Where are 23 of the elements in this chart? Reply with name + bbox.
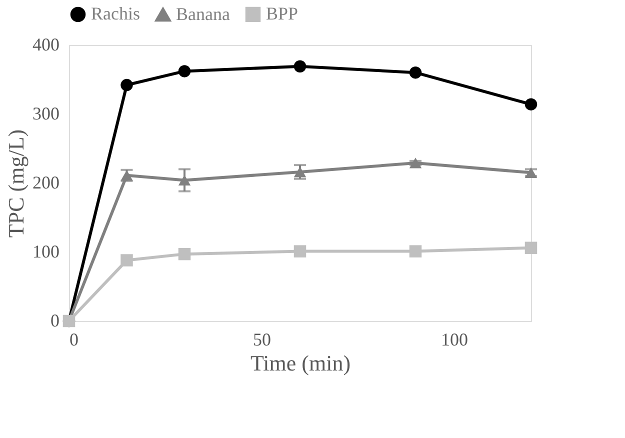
point xyxy=(178,65,191,78)
legend-label: Banana xyxy=(176,4,230,24)
point xyxy=(524,98,538,110)
point xyxy=(409,245,422,258)
point xyxy=(294,60,306,72)
y-tick-label: 400 xyxy=(32,34,60,54)
y-tick-label: 300 xyxy=(32,104,60,124)
legend-label: Rachis xyxy=(91,3,140,24)
x-axis-title: Time (min) xyxy=(250,350,351,376)
y-tick-label: 0 xyxy=(50,310,60,330)
point xyxy=(120,254,133,266)
point xyxy=(524,242,538,254)
x-tick-label: 0 xyxy=(70,330,78,350)
legend-label: BPP xyxy=(266,3,298,24)
point xyxy=(178,248,191,260)
point xyxy=(409,66,422,79)
x-tick-label: 100 xyxy=(441,330,468,350)
y-axis-title: TPC (mg/L) xyxy=(4,129,28,238)
point xyxy=(120,78,133,92)
x-tick-label: 50 xyxy=(253,330,271,350)
point xyxy=(294,245,306,258)
y-tick-label: 100 xyxy=(32,242,60,262)
y-tick-label: 200 xyxy=(32,172,60,192)
